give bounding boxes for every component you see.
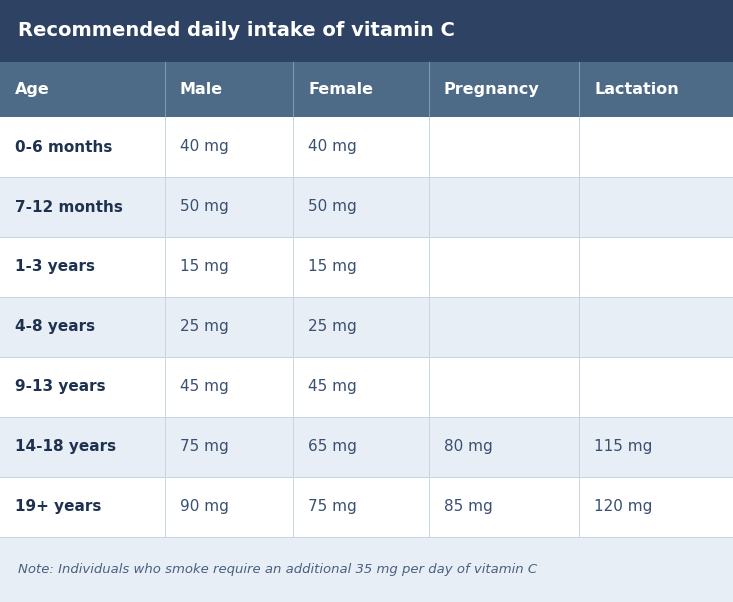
Text: 90 mg: 90 mg [180,500,229,515]
Text: 9-13 years: 9-13 years [15,379,106,394]
Text: Age: Age [15,82,50,97]
Text: 80 mg: 80 mg [443,439,493,455]
Text: Lactation: Lactation [594,82,679,97]
Bar [0,117,733,177]
Text: 115 mg: 115 mg [594,439,652,455]
Bar [0,237,733,297]
Text: 45 mg: 45 mg [308,379,357,394]
Text: 7-12 months: 7-12 months [15,199,123,214]
Bar [0,177,733,237]
Text: 75 mg: 75 mg [308,500,357,515]
Bar [0,0,733,62]
Text: 0-6 months: 0-6 months [15,140,112,155]
Text: 85 mg: 85 mg [443,500,493,515]
Text: 45 mg: 45 mg [180,379,229,394]
Text: 75 mg: 75 mg [180,439,229,455]
Text: 40 mg: 40 mg [180,140,229,155]
Bar [0,417,733,477]
Text: Note: Individuals who smoke require an additional 35 mg per day of vitamin C: Note: Individuals who smoke require an a… [18,563,537,576]
Text: 40 mg: 40 mg [308,140,357,155]
Text: 50 mg: 50 mg [308,199,357,214]
Bar [0,357,733,417]
Text: 15 mg: 15 mg [180,259,229,275]
Text: 19+ years: 19+ years [15,500,101,515]
Text: 14-18 years: 14-18 years [15,439,116,455]
Text: 25 mg: 25 mg [180,320,229,335]
Text: 65 mg: 65 mg [308,439,357,455]
Text: 4-8 years: 4-8 years [15,320,95,335]
Bar [0,62,733,117]
Text: 1-3 years: 1-3 years [15,259,95,275]
Text: Pregnancy: Pregnancy [443,82,539,97]
Text: 50 mg: 50 mg [180,199,229,214]
Text: Recommended daily intake of vitamin C: Recommended daily intake of vitamin C [18,22,455,40]
Bar [0,477,733,537]
Text: 15 mg: 15 mg [308,259,357,275]
Text: 120 mg: 120 mg [594,500,652,515]
Text: Female: Female [308,82,373,97]
Text: 25 mg: 25 mg [308,320,357,335]
Text: Male: Male [180,82,223,97]
Bar [0,297,733,357]
Bar [0,537,733,602]
